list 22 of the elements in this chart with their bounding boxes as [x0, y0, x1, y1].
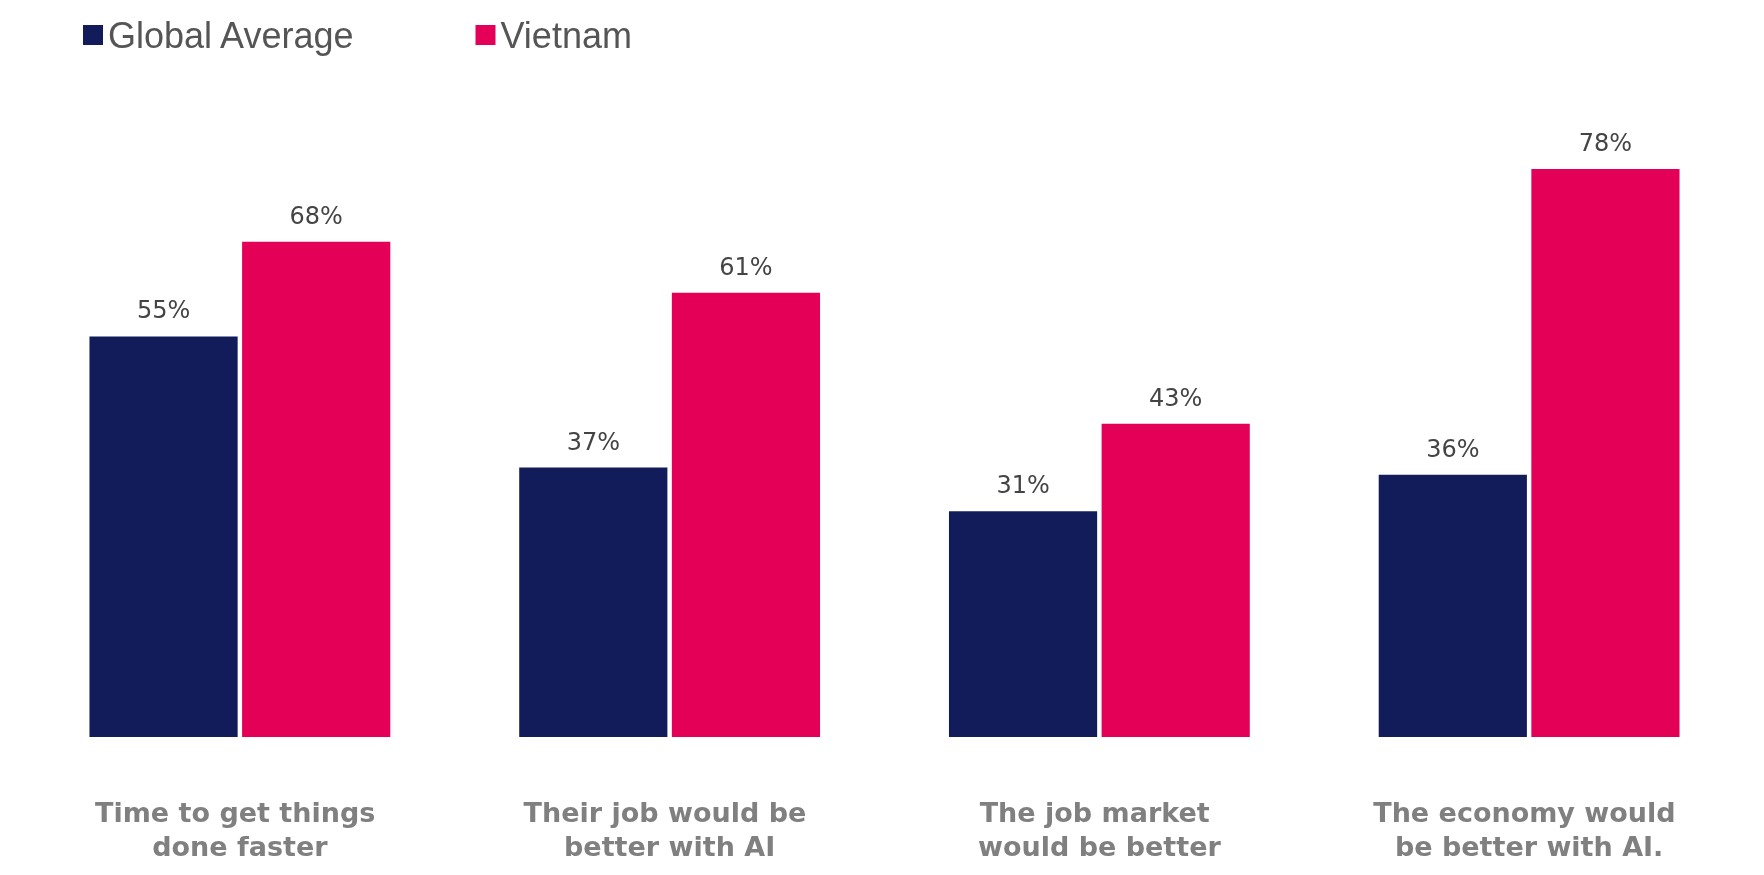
data-label: 68%	[289, 201, 343, 230]
data-label: 78%	[1578, 129, 1633, 157]
legend-label: Global Average	[108, 14, 354, 56]
bar	[89, 336, 238, 737]
bar	[1101, 423, 1250, 737]
legend-label: Vietnam	[500, 14, 632, 56]
x-tick-label: Their job would be better with AI	[523, 796, 816, 862]
bar	[671, 292, 821, 737]
data-label: 37%	[566, 427, 620, 456]
bar	[1531, 169, 1680, 737]
bar	[519, 467, 668, 737]
bar	[948, 511, 1098, 737]
bar	[242, 241, 391, 737]
x-tick-label: The job market would be better	[977, 796, 1222, 862]
data-label: 61%	[719, 252, 773, 281]
x-tick-label: The economy would be better with AI.	[1373, 796, 1686, 862]
data-label: 55%	[136, 296, 191, 325]
bar	[1378, 474, 1527, 737]
data-label: 36%	[1426, 434, 1480, 463]
data-label: 31%	[996, 471, 1050, 500]
data-label: 43%	[1149, 383, 1203, 412]
x-tick-label: Time to get things done faster	[95, 796, 385, 862]
